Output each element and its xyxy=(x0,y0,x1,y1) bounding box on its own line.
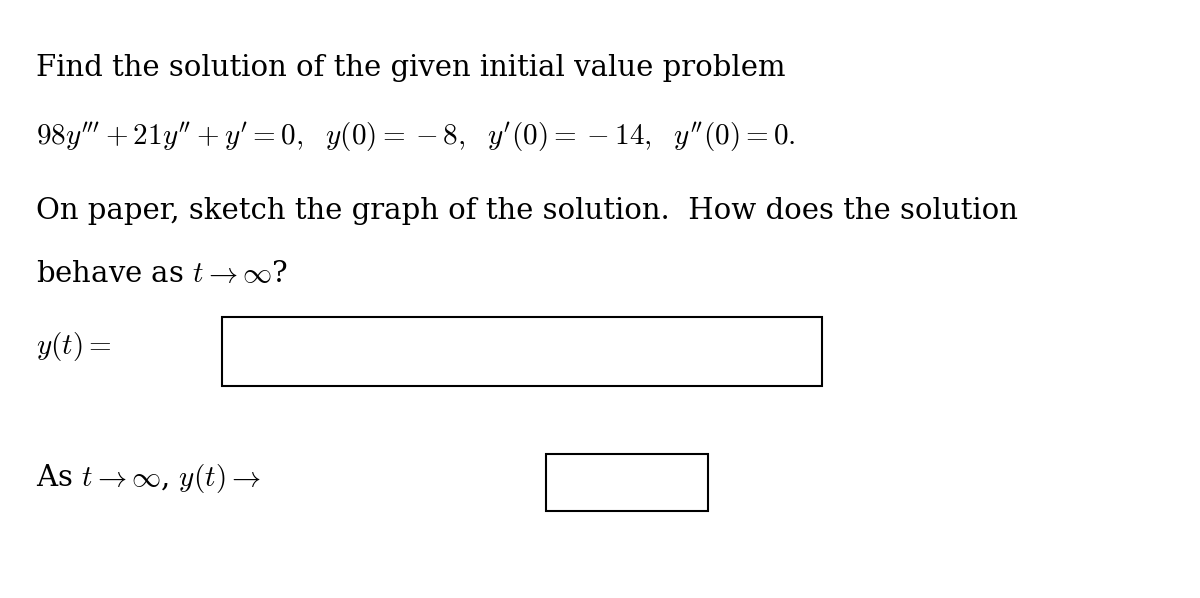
Text: $y(t) =$: $y(t) =$ xyxy=(36,330,112,364)
Text: On paper, sketch the graph of the solution.  How does the solution: On paper, sketch the graph of the soluti… xyxy=(36,197,1018,225)
FancyBboxPatch shape xyxy=(546,454,708,511)
FancyBboxPatch shape xyxy=(222,317,822,386)
Text: behave as $t \to \infty$?: behave as $t \to \infty$? xyxy=(36,260,288,288)
Text: As $t \to \infty$, $y(t) \to$: As $t \to \infty$, $y(t) \to$ xyxy=(36,462,262,495)
Text: Find the solution of the given initial value problem: Find the solution of the given initial v… xyxy=(36,54,786,82)
Text: $98y^{\prime\prime\prime} + 21y^{\prime\prime} + y^{\prime} = 0,\ \ y(0) = -8,\ : $98y^{\prime\prime\prime} + 21y^{\prime\… xyxy=(36,120,796,154)
